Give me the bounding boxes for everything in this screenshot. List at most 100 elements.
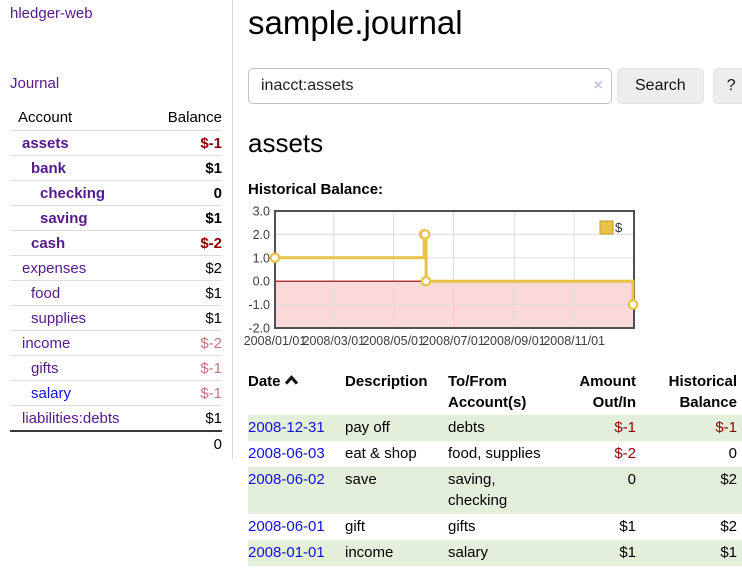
account-link[interactable]: food xyxy=(31,284,61,302)
account-balance: $1 xyxy=(205,409,222,427)
account-balance: $-2 xyxy=(200,334,222,352)
help-button[interactable]: ? xyxy=(712,67,742,104)
legend-swatch xyxy=(599,220,614,235)
column-header-amount: Amount Out/In xyxy=(579,372,636,411)
column-header-balance: Historical Balance xyxy=(668,372,737,411)
search-button[interactable]: Search xyxy=(617,67,704,104)
account-balance: $2 xyxy=(205,259,222,277)
account-row: income $-2 xyxy=(10,330,222,356)
register-row: 2008-12-31 pay off debts $-1 $-1 xyxy=(248,414,742,441)
register-row: 2008-01-01 income salary $1 $1 xyxy=(248,539,742,566)
transaction-balance: $2 xyxy=(720,518,737,536)
svg-text:1.0: 1.0 xyxy=(253,251,270,265)
transaction-amount: 0 xyxy=(627,471,636,489)
search-form: × Search ? xyxy=(248,67,742,104)
account-balance: $-1 xyxy=(200,134,222,152)
transaction-amount: $1 xyxy=(619,518,636,536)
column-header-date[interactable]: Date xyxy=(248,369,345,415)
transaction-accounts: saving, checking xyxy=(448,471,508,510)
account-link[interactable]: gifts xyxy=(31,359,59,377)
account-link[interactable]: saving xyxy=(40,209,88,227)
account-link[interactable]: checking xyxy=(40,184,106,202)
transaction-date-link[interactable]: 2008-06-02 xyxy=(248,471,325,489)
column-header-description: Description xyxy=(345,372,428,390)
main-content: sample.journal × Search ? assets Histori… xyxy=(233,0,742,566)
accounts-body: assets $-1 bank $1 checking 0 saving $1 … xyxy=(10,131,222,432)
transaction-date-link[interactable]: 2008-06-01 xyxy=(248,518,325,536)
brand-link[interactable]: hledger-web xyxy=(10,5,93,22)
account-link[interactable]: liabilities:debts xyxy=(22,409,120,427)
account-link[interactable]: supplies xyxy=(31,309,87,327)
svg-text:2008/05/01: 2008/05/01 xyxy=(362,334,425,348)
accounts-total-row: 0 xyxy=(10,431,222,456)
svg-text:2008/01/01: 2008/01/01 xyxy=(244,334,307,348)
account-row: food $1 xyxy=(10,280,222,306)
account-link[interactable]: bank xyxy=(31,159,67,177)
account-row: supplies $1 xyxy=(10,305,222,331)
account-title: assets xyxy=(248,127,324,158)
account-row: bank $1 xyxy=(10,155,222,181)
transaction-amount: $-1 xyxy=(614,419,636,437)
legend-label: $ xyxy=(615,220,623,235)
search-input-wrap: × xyxy=(248,67,612,104)
accounts-total-balance: 0 xyxy=(213,435,222,453)
transaction-accounts: debts xyxy=(448,419,485,437)
account-balance: $-1 xyxy=(200,359,222,377)
register-row: 2008-06-02 save saving, checking 0 $2 xyxy=(248,466,742,514)
sidebar: hledger-web Journal Account Balance asse… xyxy=(0,0,233,459)
clear-search-icon[interactable]: × xyxy=(593,76,603,94)
transaction-date-link[interactable]: 2008-01-01 xyxy=(248,544,325,562)
svg-text:-1.0: -1.0 xyxy=(248,298,270,312)
account-balance: $-2 xyxy=(200,234,222,252)
register-row: 2008-06-01 gift gifts $1 $2 xyxy=(248,514,742,540)
chart-label: Historical Balance: xyxy=(248,180,384,198)
account-balance: $1 xyxy=(205,284,222,302)
register-row: 2008-06-03 eat & shop food, supplies $-2… xyxy=(248,441,742,467)
account-balance: $1 xyxy=(205,309,222,327)
transaction-accounts: food, supplies xyxy=(448,445,541,463)
account-link[interactable]: expenses xyxy=(22,259,87,277)
accounts-table: Account Balance assets $-1 bank $1 check… xyxy=(10,105,222,456)
sidebar-nav: Journal xyxy=(0,75,232,93)
account-link[interactable]: cash xyxy=(31,234,66,252)
sidebar-item-journal[interactable]: Journal xyxy=(10,75,60,92)
page-title: sample.journal xyxy=(248,4,463,41)
account-row: gifts $-1 xyxy=(10,355,222,381)
account-row: expenses $2 xyxy=(10,255,222,281)
account-balance: $1 xyxy=(205,159,222,177)
accounts-header-account: Account xyxy=(10,105,152,131)
account-link[interactable]: income xyxy=(22,334,71,352)
register-body: 2008-12-31 pay off debts $-1 $-1 2008-06… xyxy=(248,414,742,566)
transaction-description: pay off xyxy=(345,419,390,437)
transaction-description: eat & shop xyxy=(345,445,417,463)
svg-text:-2.0: -2.0 xyxy=(248,321,270,335)
svg-text:2008/07/01: 2008/07/01 xyxy=(422,334,485,348)
transaction-balance: $1 xyxy=(720,544,737,562)
svg-text:2008/11/01: 2008/11/01 xyxy=(543,334,605,348)
account-balance: $-1 xyxy=(200,384,222,402)
historical-balance-chart[interactable]: $3.0 2.0 1.0 0.0 -1.0 -2.02008/01/012008/03/0… xyxy=(244,204,648,348)
transaction-accounts: gifts xyxy=(448,518,476,536)
svg-text:2008/03/01: 2008/03/01 xyxy=(303,334,366,348)
account-row: cash $-2 xyxy=(10,230,222,256)
date-column-label: Date xyxy=(248,372,281,390)
column-header-accounts: To/From Account(s) xyxy=(448,372,527,411)
transaction-amount: $1 xyxy=(619,544,636,562)
account-row: liabilities:debts $1 xyxy=(10,405,222,432)
transaction-description: income xyxy=(345,544,394,562)
transaction-balance: $-1 xyxy=(715,419,737,437)
app-root: hledger-web Journal Account Balance asse… xyxy=(0,0,742,566)
account-row: salary $-1 xyxy=(10,380,222,406)
transaction-balance: $2 xyxy=(720,471,737,489)
account-link[interactable]: salary xyxy=(31,384,72,402)
transaction-date-link[interactable]: 2008-06-03 xyxy=(248,445,325,463)
account-row: checking 0 xyxy=(10,180,222,206)
account-row: saving $1 xyxy=(10,205,222,231)
transaction-accounts: salary xyxy=(448,544,489,562)
search-input[interactable] xyxy=(248,67,612,104)
account-link[interactable]: assets xyxy=(22,134,69,152)
transaction-date-link[interactable]: 2008-12-31 xyxy=(248,419,325,437)
transaction-description: gift xyxy=(345,518,366,536)
svg-text:2.0: 2.0 xyxy=(253,228,270,242)
accounts-header-balance: Balance xyxy=(151,105,222,131)
